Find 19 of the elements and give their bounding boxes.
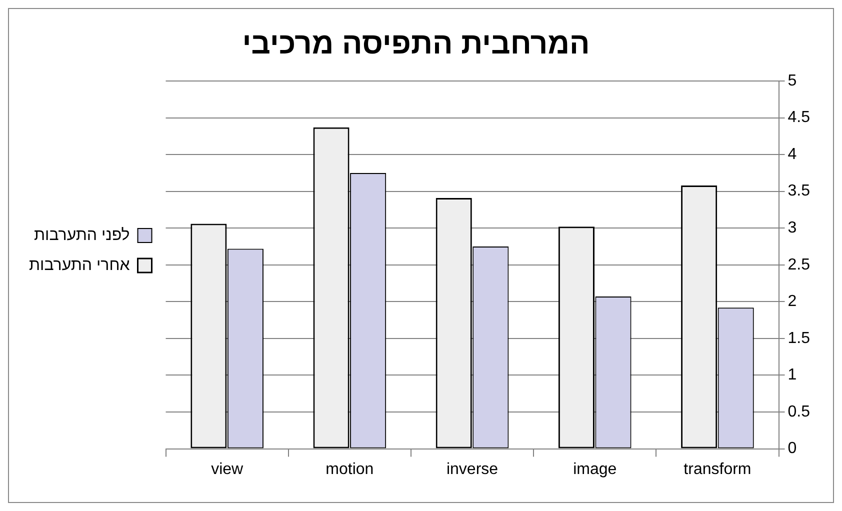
y-tick-label: 1 [788, 366, 797, 384]
x-tick-label: transform [684, 460, 752, 478]
y-tick-label: 0 [788, 440, 797, 458]
y-tick-label: 3 [788, 220, 797, 237]
legend-label: אחרי התערבות [29, 256, 130, 274]
legend-label: לפני התערבות [34, 226, 130, 244]
y-tick-label: 2 [788, 293, 797, 310]
y-tick-label: 3.5 [788, 182, 810, 200]
x-tick-label: image [573, 460, 617, 478]
chart-title: המרחבית התפיסה מרכיבי [242, 27, 590, 60]
x-tick-label: motion [326, 460, 374, 478]
y-tick-label: 5 [788, 72, 797, 90]
y-tick-label: 0.5 [788, 403, 810, 420]
y-tick-label: 2.5 [788, 256, 810, 274]
y-tick-label: 1.5 [788, 330, 810, 347]
x-tick-label: inverse [446, 460, 498, 478]
y-tick-label: 4.5 [788, 109, 810, 126]
y-tick-label: 4 [788, 146, 797, 163]
x-tick-label: view [211, 460, 244, 478]
